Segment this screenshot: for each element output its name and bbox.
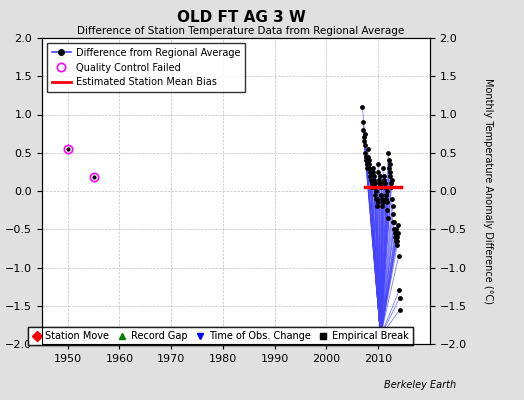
Point xyxy=(392,234,401,240)
Point xyxy=(373,196,381,202)
Point xyxy=(384,150,392,156)
Point xyxy=(366,172,375,179)
Point xyxy=(389,211,397,217)
Point xyxy=(371,184,379,190)
Y-axis label: Monthly Temperature Anomaly Difference (°C): Monthly Temperature Anomaly Difference (… xyxy=(483,78,493,304)
Point xyxy=(393,238,401,244)
Point xyxy=(366,169,374,175)
Point xyxy=(381,180,389,186)
Point xyxy=(382,196,390,202)
Point xyxy=(376,184,385,190)
Point xyxy=(384,214,392,221)
Point xyxy=(369,169,377,175)
Point xyxy=(383,207,391,213)
Point xyxy=(363,165,372,171)
Point xyxy=(394,230,402,236)
Point xyxy=(392,226,400,232)
Point xyxy=(388,176,396,183)
Point xyxy=(385,165,394,171)
Point xyxy=(388,203,397,210)
Point xyxy=(379,172,388,179)
Point xyxy=(362,157,370,164)
Point xyxy=(366,176,375,183)
Point xyxy=(359,126,367,133)
Point xyxy=(390,230,399,236)
Point xyxy=(387,180,395,186)
Text: OLD FT AG 3 W: OLD FT AG 3 W xyxy=(177,10,305,25)
Point xyxy=(358,104,367,110)
Point xyxy=(374,199,382,206)
Legend: Station Move, Record Gap, Time of Obs. Change, Empirical Break: Station Move, Record Gap, Time of Obs. C… xyxy=(28,328,413,345)
Point xyxy=(386,172,395,179)
Point xyxy=(378,196,386,202)
Point xyxy=(385,157,393,164)
Point xyxy=(383,188,391,194)
Point xyxy=(378,203,387,210)
Point xyxy=(368,184,376,190)
Point xyxy=(367,169,375,175)
Point xyxy=(376,180,384,186)
Point xyxy=(390,226,398,232)
Point xyxy=(391,234,399,240)
Point xyxy=(364,161,373,168)
Point xyxy=(364,146,372,152)
Point xyxy=(359,119,367,125)
Text: Berkeley Earth: Berkeley Earth xyxy=(384,380,456,390)
Point xyxy=(380,176,388,183)
Point xyxy=(359,134,368,141)
Point xyxy=(361,150,369,156)
Point xyxy=(381,192,390,198)
Text: Difference of Station Temperature Data from Regional Average: Difference of Station Temperature Data f… xyxy=(78,26,405,36)
Point xyxy=(380,184,389,190)
Point xyxy=(370,172,378,179)
Point xyxy=(372,196,380,202)
Point xyxy=(396,306,404,313)
Point xyxy=(370,180,379,186)
Point xyxy=(374,161,382,168)
Point xyxy=(369,176,378,183)
Point xyxy=(380,180,389,186)
Point xyxy=(388,196,396,202)
Point xyxy=(389,218,398,225)
Point xyxy=(395,295,403,301)
Point xyxy=(394,222,402,229)
Point xyxy=(367,180,376,186)
Point xyxy=(360,138,368,144)
Point xyxy=(379,165,387,171)
Point xyxy=(365,165,374,171)
Point xyxy=(373,203,381,210)
Point xyxy=(391,238,400,244)
Point xyxy=(361,142,369,148)
Point xyxy=(363,161,371,168)
Point xyxy=(372,188,380,194)
Point xyxy=(377,184,386,190)
Point xyxy=(386,169,394,175)
Point xyxy=(362,153,370,160)
Point xyxy=(387,184,396,190)
Point xyxy=(368,165,377,171)
Point xyxy=(375,180,384,186)
Point xyxy=(378,199,387,206)
Point xyxy=(364,153,372,160)
Point xyxy=(375,176,383,183)
Point xyxy=(390,218,399,225)
Point xyxy=(374,169,383,175)
Point xyxy=(368,180,377,186)
Point xyxy=(393,241,401,248)
Point xyxy=(395,287,403,294)
Point xyxy=(383,199,391,206)
Point xyxy=(361,130,369,137)
Point xyxy=(386,161,394,168)
Point xyxy=(365,157,373,164)
Point xyxy=(377,192,385,198)
Point xyxy=(371,192,379,198)
Point xyxy=(395,253,403,259)
Point xyxy=(376,172,384,179)
